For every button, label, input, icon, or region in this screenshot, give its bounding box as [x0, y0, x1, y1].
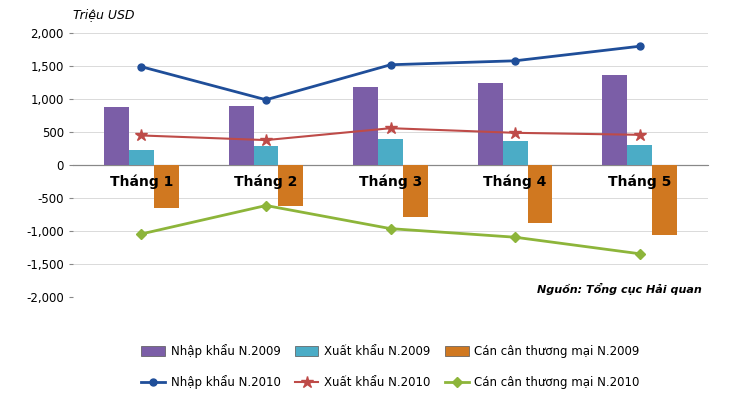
Bar	[253, 146, 278, 165]
Bar	[378, 139, 403, 165]
Bar	[652, 165, 677, 235]
Text: Tháng 2: Tháng 2	[234, 174, 298, 189]
Text: Tháng 1: Tháng 1	[110, 174, 173, 189]
Text: Triệu USD: Triệu USD	[73, 9, 134, 22]
Bar	[627, 145, 652, 165]
Text: Tháng 4: Tháng 4	[483, 174, 547, 189]
Bar	[104, 107, 129, 165]
Bar	[353, 87, 378, 165]
Text: Nguồn: Tổng cục Hải quan: Nguồn: Tổng cục Hải quan	[537, 282, 702, 295]
Bar	[403, 165, 428, 217]
Legend: Nhập khẩu N.2010, Xuất khẩu N.2010, Cán cân thương mại N.2010: Nhập khẩu N.2010, Xuất khẩu N.2010, Cán …	[138, 372, 643, 393]
Text: Tháng 5: Tháng 5	[608, 174, 672, 189]
Bar	[528, 165, 553, 223]
Bar	[129, 150, 154, 165]
Bar	[602, 75, 627, 165]
Bar	[228, 106, 253, 165]
Bar	[278, 165, 304, 206]
Bar	[154, 165, 179, 208]
Text: Tháng 3: Tháng 3	[359, 174, 422, 189]
Bar	[477, 83, 503, 165]
Bar	[503, 141, 528, 165]
